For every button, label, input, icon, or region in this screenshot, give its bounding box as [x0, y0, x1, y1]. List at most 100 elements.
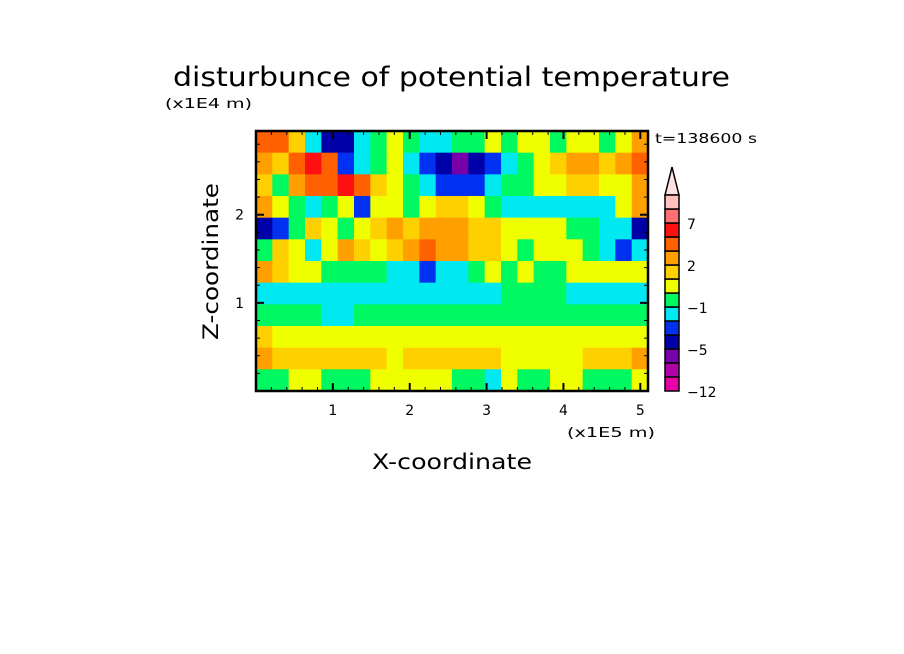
contour-cell [599, 347, 616, 370]
contour-cell [321, 347, 339, 370]
contour-cell [321, 217, 339, 240]
contour-cell [288, 239, 306, 262]
contour-cell [566, 196, 584, 219]
contour-cell [550, 326, 567, 349]
plot-frame [254, 129, 650, 393]
contour-cell [337, 196, 355, 219]
colorbar-box [664, 208, 680, 224]
contour-cell [305, 369, 322, 392]
contour-cell [566, 217, 584, 240]
contour-cell [354, 217, 371, 240]
contour-cell [386, 326, 404, 349]
y-tick-label: 2 [235, 208, 244, 224]
contour-cell [501, 326, 518, 349]
contour-cell [533, 131, 551, 154]
contour-cell [370, 261, 388, 284]
contour-field [256, 131, 649, 392]
contour-cell [501, 282, 518, 305]
contour-cell [484, 304, 502, 327]
colorbar-box [664, 194, 680, 210]
contour-cell [550, 304, 567, 327]
contour-cell [566, 152, 584, 175]
contour-cell [484, 347, 502, 370]
contour-cell [484, 131, 502, 154]
contour-cell [517, 217, 535, 240]
contour-cell [305, 196, 322, 219]
time-label: t=138600 s [655, 132, 757, 147]
contour-cell [566, 261, 584, 284]
contour-cell [321, 174, 339, 197]
contour-cell [337, 347, 355, 370]
contour-cell [337, 217, 355, 240]
contour-cell [517, 239, 535, 262]
contour-cell [484, 369, 502, 392]
contour-cell [599, 217, 616, 240]
contour-cell [468, 217, 486, 240]
contour-cell [599, 326, 616, 349]
contour-cell [566, 131, 584, 154]
contour-cell [468, 304, 486, 327]
contour-cell [599, 239, 616, 262]
contour-cell [435, 196, 453, 219]
colorbar-extend-triangle [664, 166, 680, 196]
contour-cell [337, 326, 355, 349]
colorbar-label: −5 [687, 343, 708, 359]
contour-cell [550, 196, 567, 219]
y-tick-label: 1 [235, 296, 244, 312]
contour-cell [484, 261, 502, 284]
y-axis-label: Z-coordinate [199, 183, 223, 340]
contour-cell [386, 174, 404, 197]
contour-cell [288, 196, 306, 219]
contour-cell [550, 174, 567, 197]
contour-cell [370, 152, 388, 175]
contour-cell [468, 282, 486, 305]
contour-cell [452, 347, 469, 370]
contour-cell [321, 304, 339, 327]
chart-title: disturbunce of potential temperature [173, 62, 730, 93]
colorbar-label: −12 [687, 385, 717, 401]
contour-cell [403, 369, 420, 392]
contour-cell [288, 282, 306, 305]
contour-cell [321, 131, 339, 154]
contour-cell [272, 282, 290, 305]
contour-cell [419, 131, 437, 154]
contour-cell [582, 152, 600, 175]
contour-cell [288, 347, 306, 370]
contour-cell [599, 131, 616, 154]
contour-cell [582, 196, 600, 219]
contour-cell [517, 152, 535, 175]
contour-cell [484, 174, 502, 197]
contour-cell [435, 217, 453, 240]
contour-cell [599, 196, 616, 219]
contour-cell [354, 196, 371, 219]
contour-cell [256, 326, 273, 349]
contour-cell [501, 239, 518, 262]
contour-cell [370, 239, 388, 262]
contour-cell [582, 326, 600, 349]
contour-cell [419, 217, 437, 240]
contour-cell [272, 326, 290, 349]
contour-cell [337, 131, 355, 154]
contour-cell [305, 152, 322, 175]
contour-cell [615, 304, 633, 327]
contour-cell [321, 196, 339, 219]
contour-cell [631, 239, 649, 262]
contour-cell [272, 304, 290, 327]
colorbar-box [664, 278, 680, 294]
contour-cell [631, 152, 649, 175]
contour-cell [631, 196, 649, 219]
contour-cell [403, 239, 420, 262]
contour-cell [550, 217, 567, 240]
contour-cell [321, 282, 339, 305]
contour-cell [435, 239, 453, 262]
contour-cell [517, 304, 535, 327]
contour-cell [386, 304, 404, 327]
contour-cell [615, 196, 633, 219]
contour-cell [631, 369, 649, 392]
contour-cell [354, 261, 371, 284]
contour-cell [354, 239, 371, 262]
contour-cell [517, 174, 535, 197]
contour-cell [615, 326, 633, 349]
